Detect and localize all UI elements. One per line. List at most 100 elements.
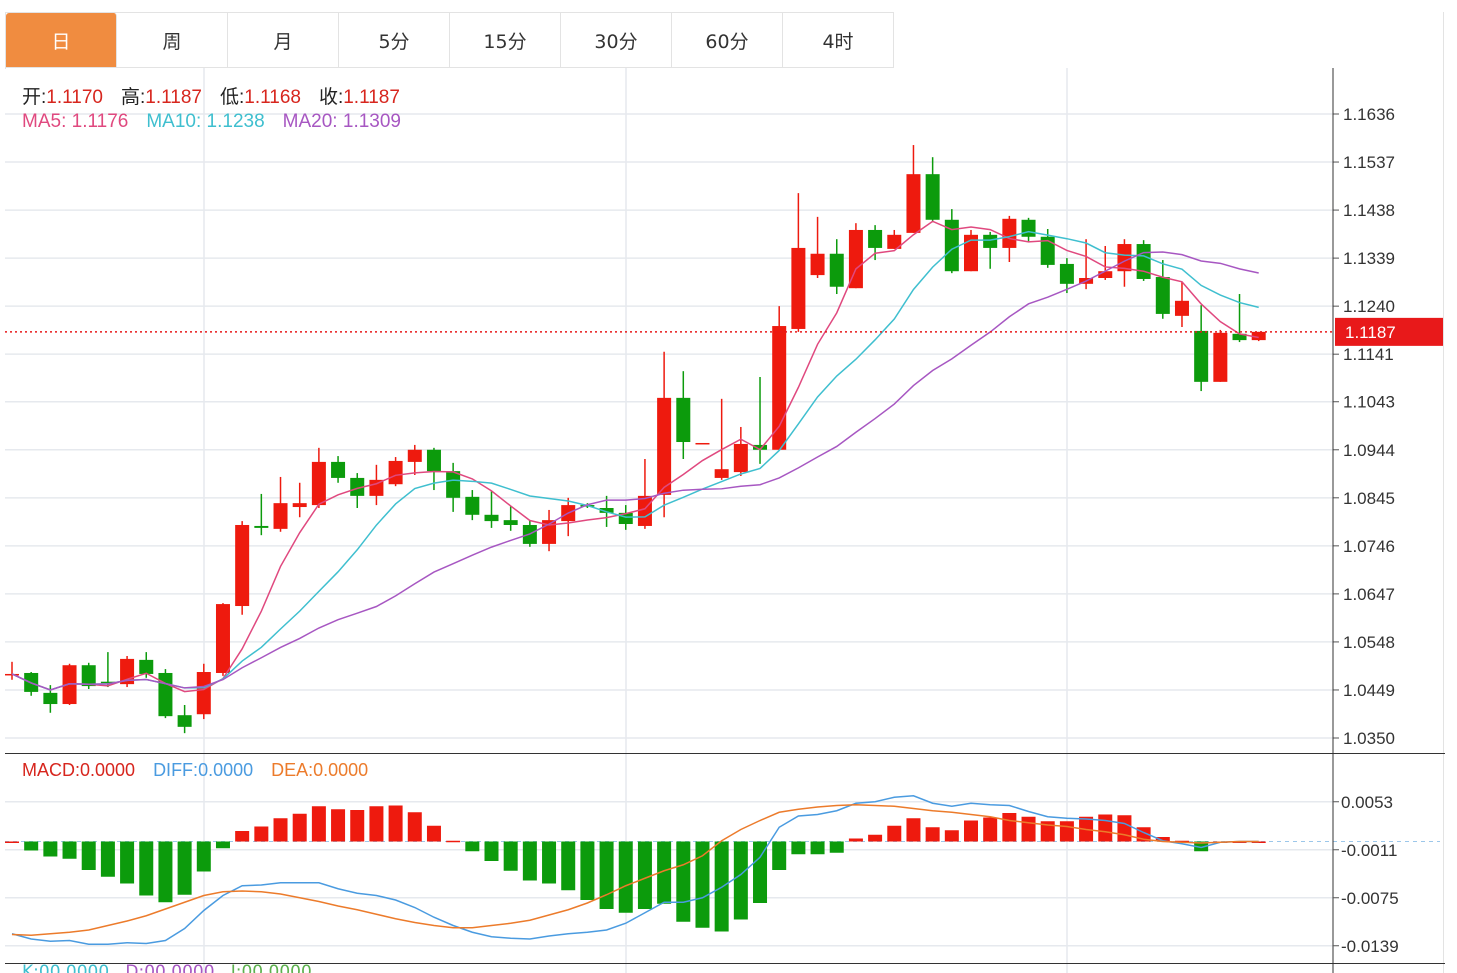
macd-bar — [254, 826, 269, 842]
y-tick-label: 1.1043 — [1343, 393, 1395, 412]
tab-7[interactable]: 60分 — [672, 13, 783, 68]
j-value: J:00.0000 — [230, 962, 312, 973]
y-tick-label: 1.1141 — [1343, 345, 1394, 364]
candle — [407, 444, 422, 476]
candle-body — [753, 444, 768, 450]
candle — [810, 216, 825, 279]
high-label: 高: — [120, 87, 146, 108]
low-label: 低: — [219, 87, 245, 108]
candle — [292, 482, 307, 518]
candle-body — [215, 604, 230, 673]
candle-body — [311, 461, 326, 506]
candle-body — [848, 229, 863, 289]
candle — [868, 225, 883, 261]
tab-5[interactable]: 15分 — [450, 13, 561, 68]
tab-1[interactable]: 日 — [6, 13, 117, 68]
ma10-label: MA10: — [146, 111, 202, 132]
candle-body — [158, 672, 173, 717]
macd-bar — [599, 841, 614, 909]
candle — [1136, 240, 1151, 281]
macd-panel — [5, 794, 1440, 945]
tab-8[interactable]: 4时 — [783, 13, 894, 68]
macd-bar — [446, 840, 461, 843]
candle — [561, 497, 576, 537]
candle — [964, 229, 978, 272]
candle-body — [1098, 271, 1113, 279]
candle-body — [273, 503, 288, 529]
candle-body — [235, 524, 250, 607]
candle-body — [1136, 244, 1151, 279]
candle-body — [868, 229, 883, 248]
y-tick-label: 1.1339 — [1343, 249, 1395, 268]
candle — [388, 457, 403, 487]
ma5-value: 1.1176 — [71, 111, 129, 132]
candle — [158, 669, 173, 719]
macd-y-tick-label: 0.0053 — [1341, 793, 1393, 812]
moving-averages — [11, 220, 1259, 693]
y-tick-label: 1.1240 — [1343, 297, 1395, 316]
macd-bar — [24, 841, 39, 851]
macd-bar — [369, 806, 384, 842]
candle-body — [944, 219, 959, 272]
macd-bar — [733, 841, 748, 920]
macd-bar — [484, 841, 499, 861]
macd-bar — [81, 841, 96, 870]
macd-bar — [695, 841, 710, 928]
candle-body — [1117, 244, 1132, 272]
tab-2[interactable]: 周 — [117, 13, 228, 68]
candle — [1213, 329, 1228, 382]
tab-6[interactable]: 30分 — [561, 13, 672, 68]
macd-bar — [177, 841, 192, 895]
candle-body — [446, 471, 461, 498]
macd-bar — [292, 813, 307, 842]
candle — [1059, 258, 1074, 294]
ohlc-readout: 开:1.1170 高:1.1187 低:1.1168 收:1.1187 — [22, 82, 400, 109]
candle — [273, 476, 288, 532]
macd-bar — [829, 841, 844, 853]
candle-body — [1213, 332, 1228, 382]
candle — [542, 509, 557, 552]
price-axis: 1.1636 1.1537 1.1438 1.1339 1.1240 1.1141 1.10… — [5, 68, 1445, 973]
candle — [120, 655, 135, 688]
candle-body — [1040, 236, 1055, 265]
candle — [695, 442, 710, 445]
candle-body — [1251, 331, 1266, 341]
candle — [714, 398, 729, 480]
candle-body — [465, 496, 480, 515]
ma-readout: MA5: 1.1176 MA10: 1.1238 MA20: 1.1309 — [22, 111, 401, 133]
candle-body — [139, 659, 154, 674]
macd-bar — [100, 841, 115, 877]
candle — [906, 145, 921, 233]
diff-label: DIFF: — [153, 760, 199, 780]
candle — [196, 663, 211, 720]
macd-y-tick-label: -0.0075 — [1341, 889, 1399, 908]
candle-body — [81, 665, 96, 687]
ma10-line — [11, 230, 1259, 691]
tab-3[interactable]: 月 — [228, 13, 339, 68]
macd-bar — [868, 834, 883, 842]
macd-y-tick-label: -0.0011 — [1341, 841, 1397, 860]
macd-bar — [618, 841, 633, 913]
tab-4[interactable]: 5分 — [339, 13, 450, 68]
candle-body — [43, 692, 58, 705]
candle — [733, 426, 748, 476]
macd-bar — [215, 841, 230, 849]
macd-readout: MACD:0.0000 DIFF:0.0000 DEA:0.0000 — [22, 760, 368, 781]
candle-body — [1194, 330, 1209, 382]
macd-bar — [62, 841, 77, 859]
candle-body — [695, 442, 710, 445]
candle-body — [292, 503, 307, 508]
candle — [484, 491, 499, 528]
macd-bar — [5, 841, 19, 843]
candle — [1117, 239, 1132, 287]
ma5-line — [11, 220, 1259, 693]
y-tick-label: 1.0845 — [1343, 489, 1395, 508]
macd-bar — [1155, 837, 1170, 842]
macd-bar — [139, 841, 154, 896]
close-value: 1.1187 — [343, 87, 400, 108]
candle — [254, 493, 269, 536]
macd-bar — [407, 812, 422, 842]
candle-body — [1155, 277, 1170, 314]
macd-bar — [1059, 821, 1074, 842]
